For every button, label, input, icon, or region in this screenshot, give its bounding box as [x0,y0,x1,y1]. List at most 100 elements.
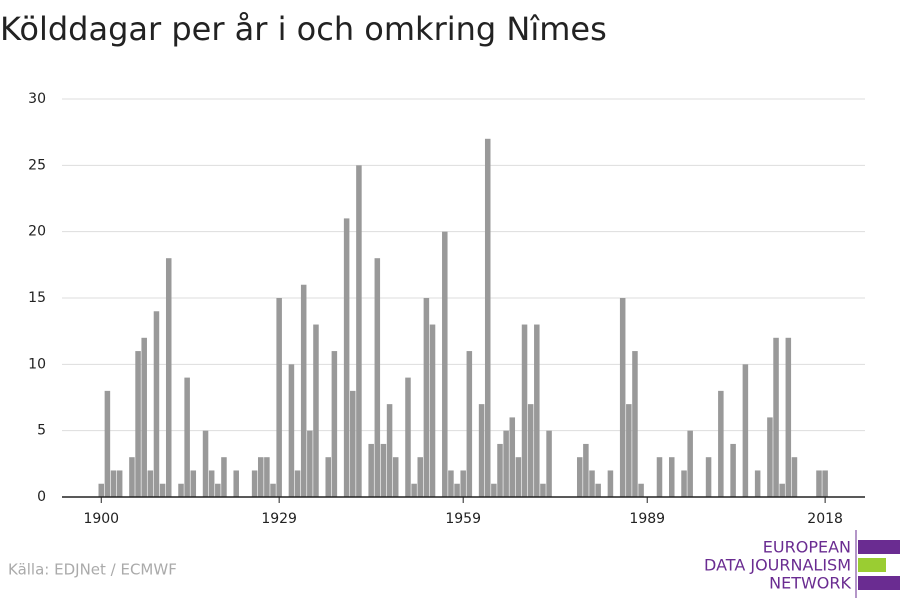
bar [98,483,105,497]
bar [190,470,197,497]
logo-text: NETWORK [769,574,851,593]
bar [589,470,595,497]
bar [313,324,319,497]
bar [325,457,331,497]
bar [583,443,589,497]
y-tick-label: 5 [37,423,46,439]
bar [202,430,209,497]
bar [478,404,485,497]
bar [386,404,393,497]
bar [429,324,436,497]
bar [626,404,632,497]
bar [270,483,276,497]
bar [343,218,350,497]
bar [730,443,736,497]
bar [264,457,270,497]
bar [595,483,601,497]
bar [632,351,638,497]
y-tick-label: 0 [37,489,46,505]
logo-bar [858,558,886,572]
y-tick-label: 20 [28,224,46,240]
logo-text: DATA JOURNALISM [704,556,851,575]
bar [742,364,749,497]
bar [288,364,295,497]
bar [767,417,773,497]
bar [356,165,362,498]
bar [350,390,356,497]
bar [392,457,399,497]
bar [638,483,644,497]
bar [785,337,792,497]
bar [116,470,123,497]
bar [165,258,172,497]
bar [687,430,693,497]
logo-text: EUROPEAN [763,538,851,557]
logo: EUROPEAN DATA JOURNALISM NETWORK [704,530,900,598]
x-tick-label: 1989 [629,511,665,527]
bar [208,470,215,497]
y-tick-label: 25 [28,157,46,173]
bar [460,470,466,497]
bar [503,430,509,497]
bar [141,337,147,497]
bar [110,470,117,497]
bar [509,417,516,497]
bar [135,351,141,497]
bar [454,483,460,497]
bar [484,138,491,498]
bar [607,470,614,497]
bar [417,457,424,497]
logo-bar [858,576,900,590]
bar [779,483,785,497]
bar [411,483,417,497]
bar [466,351,473,497]
bar [159,483,166,497]
bar [442,231,448,497]
bar [233,470,239,497]
bar [215,483,221,497]
bar [423,298,430,497]
bar [822,470,828,497]
y-tick-label: 30 [28,91,46,107]
bar [129,457,135,497]
bar [619,298,626,497]
bar [491,483,497,497]
bar [816,470,822,497]
bar [718,390,724,497]
bar [104,390,111,497]
bar [576,457,583,497]
bar [497,443,503,497]
bar [257,457,264,497]
bar [147,470,154,497]
x-tick-label: 2018 [807,511,843,527]
y-tick-label: 15 [28,290,46,306]
y-tick-label: 10 [28,356,46,372]
bar [331,351,338,497]
bar [705,457,712,497]
bar [276,298,282,497]
bar [251,470,258,497]
bar [184,377,190,497]
bar [221,457,227,497]
bar [380,443,387,497]
bar [448,470,454,497]
bar [534,324,540,497]
x-tick-label: 1959 [445,511,481,527]
chart-title: Kölddagar per år i och omkring Nîmes [0,10,607,48]
bar [294,470,301,497]
bar [374,258,381,497]
bar [153,311,160,497]
x-tick-label: 1900 [83,511,119,527]
bar [540,483,546,497]
bar [307,430,313,497]
bar [656,457,663,497]
bar [405,377,411,497]
bar [791,457,798,497]
bar [178,483,184,497]
source: Källa: EDJNet / ECMWF [8,561,177,579]
x-tick-label: 1929 [261,511,297,527]
bar [527,404,534,497]
bar [681,470,687,497]
bar [754,470,761,497]
